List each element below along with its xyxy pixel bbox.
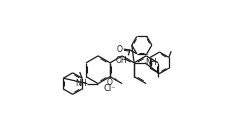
Text: O: O [117,45,123,54]
Text: OH: OH [116,56,128,65]
Text: O: O [107,78,113,87]
Text: Cl⁻: Cl⁻ [104,84,116,93]
Text: NH: NH [76,79,87,88]
Text: NH: NH [145,58,157,67]
Text: +: + [112,77,118,82]
